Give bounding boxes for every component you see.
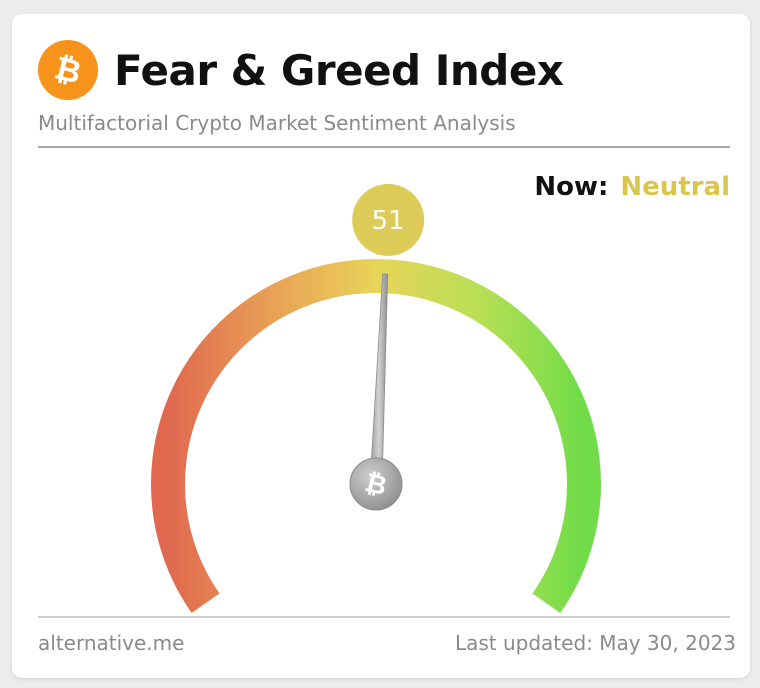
last-updated: Last updated: May 30, 2023 (454, 631, 736, 655)
gauge-arc (151, 259, 601, 614)
sentiment-value: Neutral (620, 172, 730, 202)
fear-greed-card: ₿ Fear & Greed Index Multifactorial Cryp… (12, 14, 750, 678)
bitcoin-logo-icon: ₿ (38, 40, 98, 100)
gauge-needle (369, 273, 389, 485)
current-sentiment: Now: Neutral (534, 170, 730, 204)
page-subtitle: Multifactorial Crypto Market Sentiment A… (38, 111, 516, 135)
gauge-hub: ₿ (349, 457, 403, 511)
gauge-value: 51 (372, 206, 405, 236)
now-label: Now: (534, 172, 609, 202)
header-divider (38, 146, 730, 148)
footer-divider (38, 616, 730, 618)
value-bubble: 51 (352, 184, 425, 256)
page-title: Fear & Greed Index (114, 46, 564, 95)
source-link[interactable]: alternative.me (38, 631, 185, 655)
sentiment-gauge: ₿ 51 (151, 184, 601, 614)
